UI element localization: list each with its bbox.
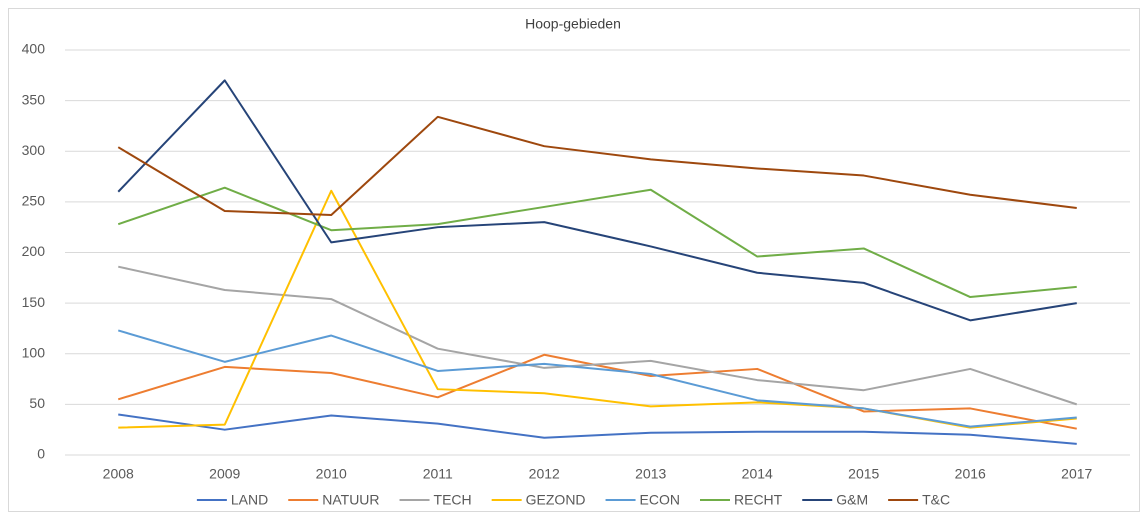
legend-label: LAND [231, 492, 268, 508]
y-tick-label: 100 [22, 344, 46, 360]
x-tick-label: 2010 [316, 466, 347, 482]
legend-label: NATUUR [322, 492, 379, 508]
y-tick-label: 0 [37, 446, 45, 462]
y-tick-label: 200 [22, 243, 46, 259]
x-tick-label: 2017 [1061, 466, 1092, 482]
legend-label: T&C [922, 492, 950, 508]
x-tick-label: 2014 [742, 466, 773, 482]
x-tick-label: 2013 [635, 466, 666, 482]
y-tick-label: 350 [22, 91, 46, 107]
series-line [117, 329, 1077, 428]
x-tick-label: 2015 [848, 466, 879, 482]
y-tick-label: 300 [22, 142, 46, 158]
y-tick-label: 250 [22, 193, 46, 209]
series-line [117, 353, 1077, 430]
y-tick-label: 150 [22, 294, 46, 310]
y-tick-label: 400 [22, 41, 46, 57]
legend-label: GEZOND [526, 492, 586, 508]
y-tick-label: 50 [29, 395, 45, 411]
legend-label: ECON [640, 492, 680, 508]
x-tick-label: 2009 [209, 466, 240, 482]
legend-label: RECHT [734, 492, 783, 508]
x-tick-label: 2011 [423, 466, 453, 482]
series-line [117, 79, 1077, 322]
x-tick-label: 2008 [103, 466, 134, 482]
legend-label: TECH [434, 492, 472, 508]
series-line [117, 115, 1077, 217]
series-line [118, 265, 1078, 406]
series-line [118, 413, 1077, 445]
chart-frame [8, 8, 1140, 512]
series-line [117, 186, 1077, 299]
x-tick-label: 2016 [955, 466, 986, 482]
chart-title: Hoop-gebieden [525, 16, 621, 32]
x-tick-label: 2012 [529, 466, 560, 482]
legend-label: G&M [836, 492, 868, 508]
